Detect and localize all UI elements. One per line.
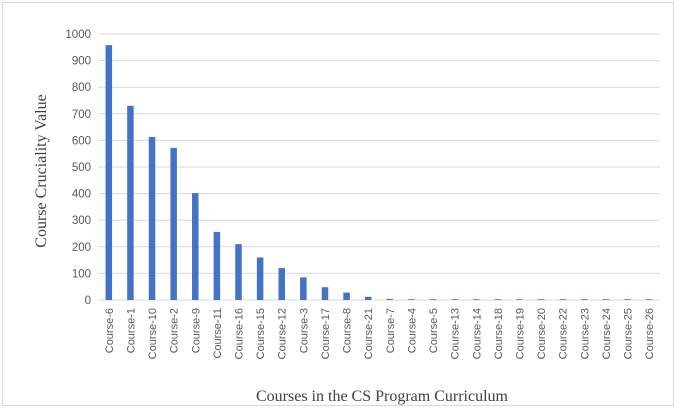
y-tick-label: 900 bbox=[72, 56, 91, 68]
x-tick-label: Course-2 bbox=[169, 308, 181, 353]
y-tick-labels: 0 100 200 300 400 500 600 700 800 900 1000 bbox=[65, 29, 91, 307]
bar bbox=[429, 299, 437, 300]
bar bbox=[473, 299, 480, 300]
x-tick-label: Course-23 bbox=[579, 308, 591, 359]
x-tick-label: Course-17 bbox=[320, 308, 332, 359]
x-tick-label: Course-25 bbox=[623, 308, 635, 359]
bar bbox=[192, 193, 199, 300]
bar bbox=[321, 287, 329, 300]
bar bbox=[645, 299, 653, 300]
bar bbox=[581, 299, 588, 300]
x-tick-label: Course-7 bbox=[385, 308, 397, 353]
y-axis-title: Course Cruciality Value bbox=[33, 94, 50, 247]
x-tick-label: Course-3 bbox=[298, 308, 310, 353]
x-tick-label: Course-11 bbox=[212, 308, 224, 359]
y-tick-label: 400 bbox=[72, 189, 91, 201]
x-tick-label: Course-24 bbox=[601, 308, 613, 359]
x-tick-label: Course-15 bbox=[255, 308, 267, 359]
y-tick-label: 800 bbox=[72, 82, 91, 94]
y-tick-label: 500 bbox=[72, 162, 91, 174]
x-tick-label: Course-21 bbox=[363, 308, 375, 359]
bar bbox=[343, 292, 350, 300]
bar bbox=[494, 299, 502, 300]
bar bbox=[278, 268, 285, 300]
bar bbox=[364, 296, 372, 300]
x-tick-label: Course-18 bbox=[493, 308, 505, 359]
bar bbox=[105, 45, 113, 301]
bar bbox=[300, 277, 307, 300]
x-tick-label: Course-1 bbox=[125, 308, 137, 353]
y-tick-label: 200 bbox=[72, 242, 91, 254]
bar bbox=[170, 147, 177, 300]
x-tick-label: Course-4 bbox=[406, 308, 418, 353]
x-tick-label: Course-16 bbox=[234, 308, 246, 359]
x-axis-title: Courses in the CS Program Curriculum bbox=[256, 388, 509, 405]
bar bbox=[127, 105, 134, 300]
x-tick-label: Course-26 bbox=[644, 308, 656, 359]
y-tick-label: 700 bbox=[72, 109, 91, 121]
x-tick-label: Course-13 bbox=[450, 308, 462, 359]
y-tick-label: 0 bbox=[85, 295, 91, 307]
x-tick-label: Course-19 bbox=[515, 308, 527, 359]
x-tick-label: Course-12 bbox=[277, 308, 289, 359]
bar bbox=[386, 298, 394, 300]
x-tick-labels: Course-6 Course-1 Course-10 Course-2 Course-… bbox=[104, 308, 656, 359]
x-tick-label: Course-5 bbox=[428, 308, 440, 353]
bars bbox=[105, 45, 653, 301]
x-tick-label: Course-9 bbox=[190, 308, 202, 353]
x-tick-label: Course-20 bbox=[536, 308, 548, 359]
bar bbox=[213, 231, 221, 300]
x-tick-label: Course-6 bbox=[104, 308, 116, 353]
x-tick-label: Course-8 bbox=[342, 308, 354, 353]
bar bbox=[537, 299, 545, 300]
bar bbox=[624, 299, 631, 300]
x-tick-label: Course-14 bbox=[471, 308, 483, 359]
y-tick-label: 1000 bbox=[65, 29, 91, 41]
y-tick-label: 300 bbox=[72, 215, 91, 227]
bar bbox=[516, 299, 523, 300]
x-tick-label: Course-22 bbox=[558, 308, 570, 359]
bar bbox=[559, 299, 566, 300]
gridlines bbox=[98, 33, 660, 301]
bar bbox=[256, 257, 264, 300]
bar bbox=[408, 299, 415, 300]
bar-chart: 0 100 200 300 400 500 600 700 800 900 1000 Course-… bbox=[33, 29, 660, 405]
y-tick-label: 100 bbox=[72, 268, 91, 280]
bar bbox=[451, 299, 458, 300]
x-tick-label: Course-10 bbox=[147, 308, 159, 359]
y-tick-label: 600 bbox=[72, 135, 91, 147]
bar bbox=[148, 136, 156, 300]
bar bbox=[235, 244, 242, 300]
bar bbox=[602, 299, 610, 300]
